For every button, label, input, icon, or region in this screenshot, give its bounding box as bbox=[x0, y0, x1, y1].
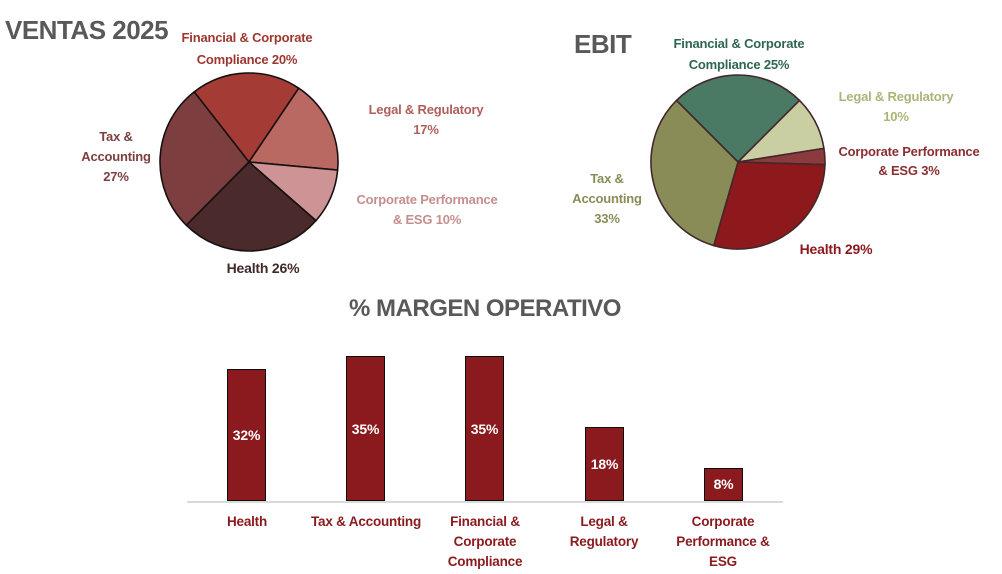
ventas-label-tax-accounting: Tax & Accounting 27% bbox=[81, 129, 151, 184]
bar-financial-corporate-compliance: 35% bbox=[465, 356, 504, 501]
bar-category-label-financial-corporate-compliance: Financial & Corporate Compliance bbox=[447, 514, 523, 569]
pie-slice-financial-corporate-compliance bbox=[675, 74, 801, 163]
ebit-label-financial-corporate-compliance: Financial & Corporate Compliance 25% bbox=[673, 36, 805, 72]
ebit-title: EBIT bbox=[574, 29, 632, 59]
bar-category-label-legal-regulatory: Legal & Regulatory bbox=[569, 514, 639, 549]
bar-value-label-financial-corporate-compliance: 35% bbox=[470, 420, 499, 437]
pie-slice-tax-accounting bbox=[650, 99, 739, 247]
pie-slice-tax-accounting bbox=[159, 91, 250, 226]
pie-slice-health bbox=[712, 161, 826, 250]
bar-value-label-tax-accounting: 35% bbox=[351, 420, 380, 437]
pie-slice-legal-regulatory bbox=[248, 87, 339, 171]
bar-corporate-performance-esg: 8% bbox=[704, 467, 743, 501]
bar-value-label-health: 32% bbox=[232, 426, 261, 443]
margen-operativo-title: % MARGEN OPERATIVO bbox=[349, 295, 621, 322]
margen-bar-plot-area: 32% 35% 35% 18% 8% bbox=[187, 348, 783, 501]
pie-slice-health bbox=[185, 161, 317, 252]
ebit-label-legal-regulatory: Legal & Regulatory 10% bbox=[838, 89, 954, 124]
ebit-label-corporate-performance-esg: Corporate Performance & ESG 3% bbox=[838, 144, 980, 178]
bar-value-label-corporate-performance-esg: 8% bbox=[713, 476, 734, 493]
ventas-title: VENTAS 2025 bbox=[5, 15, 169, 45]
bar-category-label-tax-accounting: Tax & Accounting bbox=[310, 514, 422, 529]
bar-category-label-corporate-performance-esg: Corporate Performance & ESG bbox=[676, 514, 770, 569]
ventas-pie-chart bbox=[159, 72, 339, 252]
bar-value-label-legal-regulatory: 18% bbox=[590, 455, 619, 472]
ventas-label-financial-corporate-compliance: Financial & Corporate Compliance 20% bbox=[181, 30, 313, 67]
bar-legal-regulatory: 18% bbox=[585, 426, 624, 501]
ebit-label-tax-accounting: Tax & Accounting 33% bbox=[572, 171, 642, 226]
ventas-label-health: Health 26% bbox=[226, 260, 300, 276]
pie-slice-financial-corporate-compliance bbox=[193, 72, 300, 163]
bar-tax-accounting: 35% bbox=[346, 356, 385, 501]
ventas-label-corporate-performance-esg: Corporate Performance & ESG 10% bbox=[356, 192, 498, 227]
ventas-label-legal-regulatory: Legal & Regulatory 17% bbox=[368, 102, 484, 137]
x-axis-line bbox=[187, 501, 783, 503]
ebit-label-health: Health 29% bbox=[799, 241, 873, 257]
ebit-pie-chart bbox=[650, 74, 826, 250]
bar-category-label-health: Health bbox=[226, 514, 268, 529]
bar-health: 32% bbox=[227, 368, 266, 501]
